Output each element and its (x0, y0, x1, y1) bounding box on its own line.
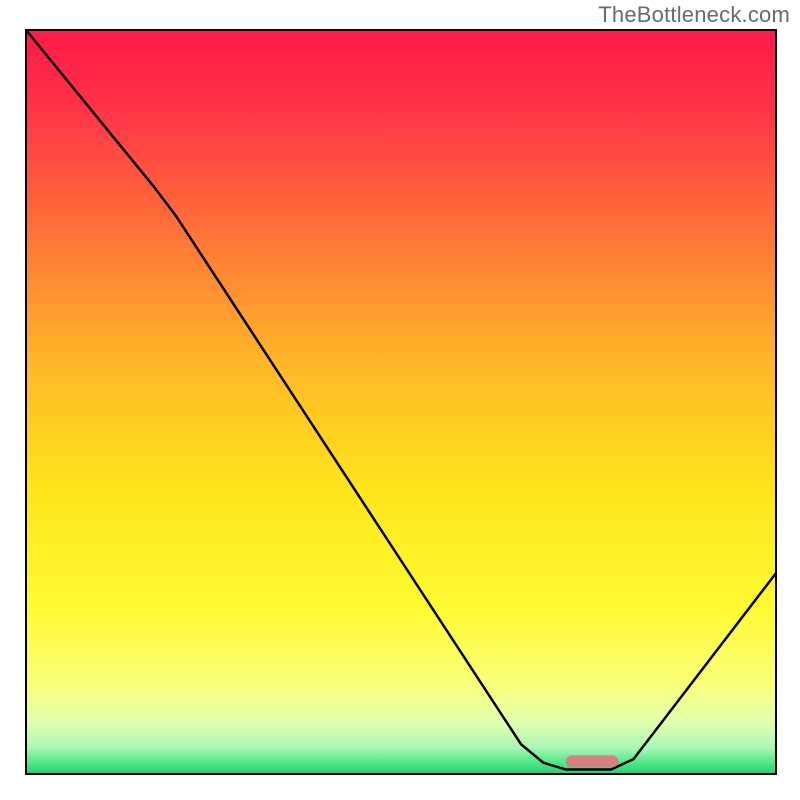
chart-background (26, 30, 776, 774)
optimal-range-marker (566, 755, 619, 767)
bottleneck-chart (0, 0, 800, 800)
watermark-text: TheBottleneck.com (598, 2, 790, 28)
chart-svg (0, 0, 800, 800)
